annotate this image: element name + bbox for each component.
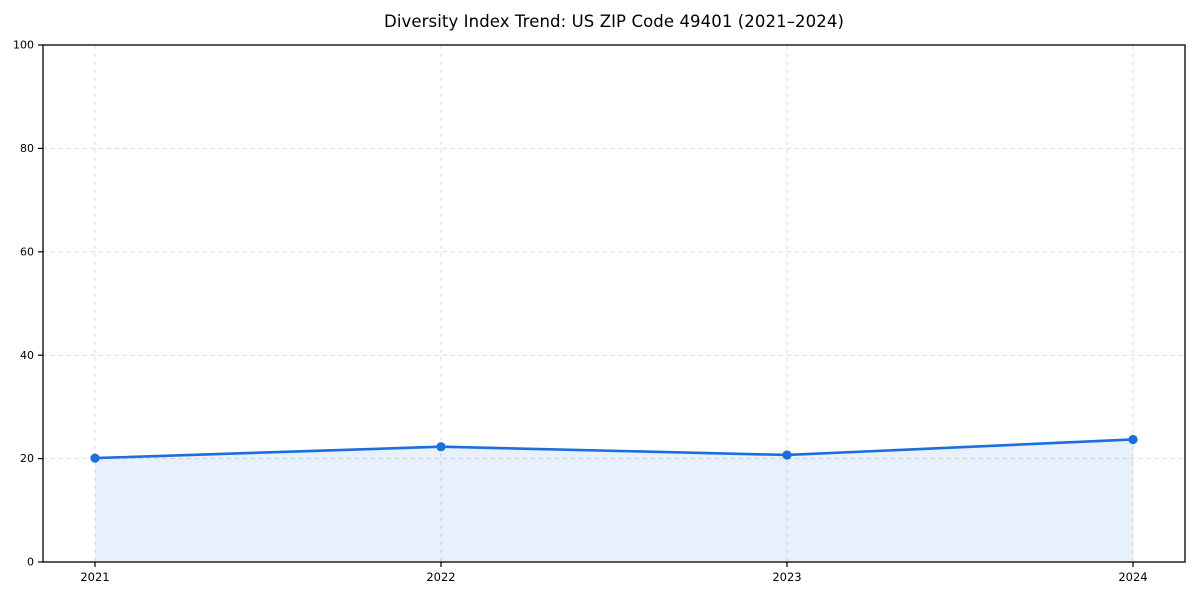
- data-point-2024: [1128, 434, 1138, 445]
- y-tick-label: 100: [13, 39, 34, 52]
- x-tick-label: 2024: [1118, 570, 1147, 584]
- area-fill: [95, 439, 1133, 562]
- y-tick-label: 40: [20, 349, 34, 362]
- y-tick-label: 80: [20, 142, 34, 155]
- plot-border: [42, 44, 1186, 563]
- trend-line: [93, 438, 1135, 460]
- data-point-2023: [782, 450, 792, 460]
- data-point-2022: [436, 442, 446, 452]
- data-point-2021: [90, 453, 100, 463]
- x-tick-label: 2023: [772, 570, 801, 584]
- x-tick-label: 2022: [426, 570, 455, 584]
- y-tick-label: 60: [20, 245, 34, 258]
- x-tick-label: 2021: [80, 570, 109, 584]
- y-tick-label: 20: [20, 452, 34, 465]
- chart-title: Diversity Index Trend: US ZIP Code 49401…: [384, 12, 844, 31]
- y-tick-label: 0: [27, 556, 34, 569]
